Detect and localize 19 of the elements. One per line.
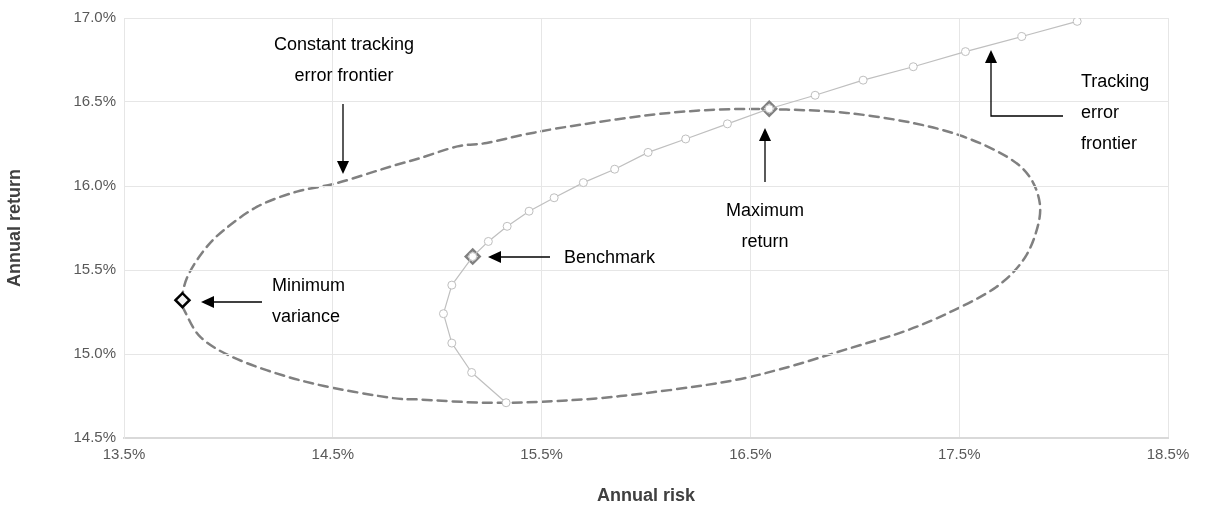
annotation: Constant tracking error frontier [272,33,416,87]
y-tick-label: 14.5% [73,428,116,446]
x-tick-label: 14.5% [311,445,355,463]
y-tick-label: 16.0% [73,176,116,194]
annotation: Tracking error frontier [1081,70,1151,155]
y-tick-label: 15.0% [73,344,116,362]
annotation: Maximum return [725,199,805,253]
y-axis-title: Annual return [3,168,24,288]
y-tick-label: 16.5% [73,92,116,110]
x-tick-label: 18.5% [1146,445,1190,463]
annotation: Minimum variance [272,274,346,328]
x-tick-label: 16.5% [729,445,772,463]
x-tick-label: 13.5% [102,445,146,463]
annotation: Benchmark [564,247,656,267]
y-tick-label: 15.5% [73,260,116,278]
x-axis-title: Annual risk [596,485,696,506]
x-tick-label: 15.5% [520,445,563,463]
y-tick-label: 17.0% [73,8,116,26]
x-tick-label: 17.5% [937,445,981,463]
